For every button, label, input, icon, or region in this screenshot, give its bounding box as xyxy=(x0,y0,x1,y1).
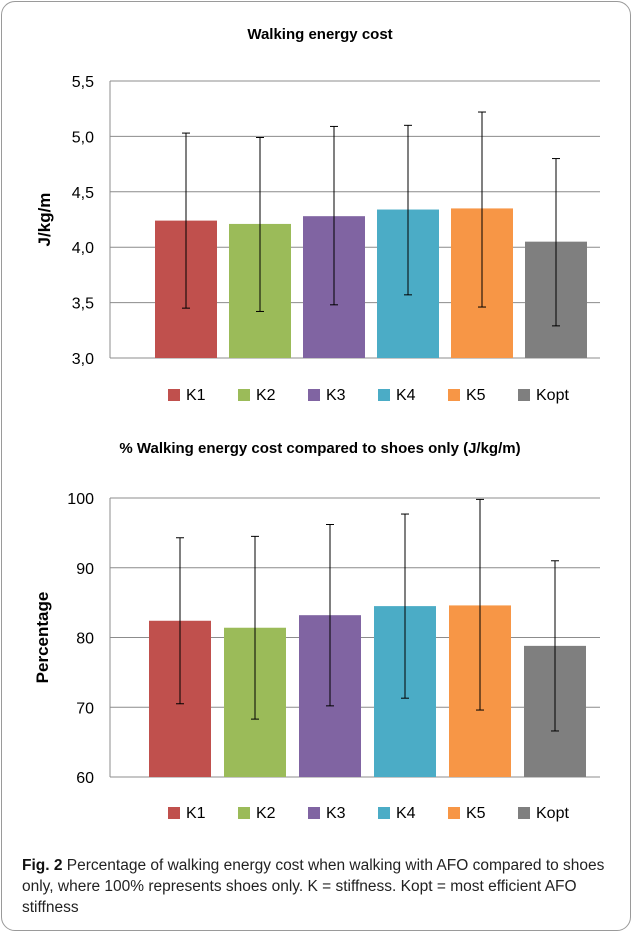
figure-caption: Fig. 2 Percentage of walking energy cost… xyxy=(22,855,622,918)
chart2-legend-swatch-kopt xyxy=(518,807,530,819)
chart2-y-tick-label: 60 xyxy=(76,770,94,787)
chart2-legend-label-k5: K5 xyxy=(466,805,486,822)
chart2-legend-label-k3: K3 xyxy=(326,805,346,822)
chart1-legend-swatch-k1 xyxy=(168,389,180,401)
chart1-y-tick-label: 3,0 xyxy=(72,351,94,368)
chart1-legend-label-k5: K5 xyxy=(466,387,486,404)
chart1-y-tick-label: 5,0 xyxy=(72,129,94,146)
chart2-legend-label-kopt: Kopt xyxy=(536,805,569,822)
chart2-legend-swatch-k5 xyxy=(448,807,460,819)
caption-label: Fig. 2 xyxy=(22,857,63,874)
chart2-legend-label-k1: K1 xyxy=(186,805,206,822)
chart1-legend-swatch-k5 xyxy=(448,389,460,401)
chart1-legend-label-kopt: Kopt xyxy=(536,387,569,404)
chart2-legend-swatch-k1 xyxy=(168,807,180,819)
chart1-y-tick-label: 5,5 xyxy=(72,74,94,91)
chart2-y-tick-label: 80 xyxy=(76,631,94,648)
chart1-legend-label-k3: K3 xyxy=(326,387,346,404)
chart2-legend-swatch-k4 xyxy=(378,807,390,819)
chart2-legend-label-k2: K2 xyxy=(256,805,276,822)
chart1-title: Walking energy cost xyxy=(247,26,392,43)
chart1-y-axis-label: J/kg/m xyxy=(35,193,54,247)
chart2-title: % Walking energy cost compared to shoes … xyxy=(119,440,520,457)
chart1-legend-swatch-k4 xyxy=(378,389,390,401)
chart2-legend-label-k4: K4 xyxy=(396,805,416,822)
chart2-y-tick-label: 100 xyxy=(67,491,94,508)
chart2-legend-swatch-k2 xyxy=(238,807,250,819)
caption-text: Percentage of walking energy cost when w… xyxy=(22,857,605,916)
chart1-legend-swatch-kopt xyxy=(518,389,530,401)
chart-area: Walking energy cost 3,0 3,5 4,0 4,5 5,0 5,5 J/k… xyxy=(33,26,600,822)
chart2-y-axis-label: Percentage xyxy=(33,592,52,684)
chart2-legend-swatch-k3 xyxy=(308,807,320,819)
chart1-legend-label-k1: K1 xyxy=(186,387,206,404)
chart1-legend-swatch-k2 xyxy=(238,389,250,401)
chart1-y-tick-label: 4,0 xyxy=(72,240,94,257)
chart1-y-tick-label: 4,5 xyxy=(72,185,94,202)
chart2-y-tick-label: 90 xyxy=(76,561,94,578)
chart1-y-tick-label: 3,5 xyxy=(72,296,94,313)
chart1-legend-label-k4: K4 xyxy=(396,387,416,404)
chart1-legend-swatch-k3 xyxy=(308,389,320,401)
chart2-y-tick-label: 70 xyxy=(76,700,94,717)
chart1-legend-label-k2: K2 xyxy=(256,387,276,404)
